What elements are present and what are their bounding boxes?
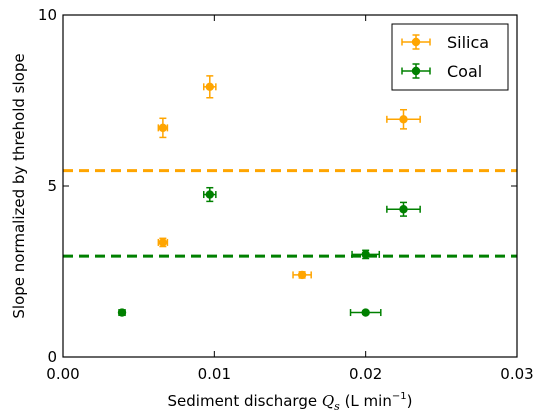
y-tick-label: 10 — [38, 6, 57, 24]
x-tick-label: 0.01 — [198, 365, 231, 383]
marker — [399, 115, 408, 124]
axis-ticks — [62, 14, 518, 358]
marker — [205, 82, 214, 92]
tick-labels: 0.00 0.01 0.02 0.03 0 5 10 — [38, 6, 534, 383]
data-point-0-4 — [386, 108, 421, 130]
data-point-0-1 — [157, 117, 169, 139]
marker — [205, 190, 214, 199]
legend-marker — [411, 66, 421, 76]
data-point-0-3 — [292, 270, 312, 280]
x-axis-label: Sediment discharge Qs (L min−1) — [168, 391, 413, 413]
x-tick-label: 0.03 — [500, 365, 533, 383]
marker — [361, 250, 370, 259]
y-axis-label: Slope normalized by threhold slope — [10, 53, 28, 318]
data-points — [117, 75, 421, 317]
legend-label: Coal — [447, 62, 482, 81]
threshold-lines — [63, 169, 517, 258]
legend-entry-coal: Coal — [401, 62, 482, 81]
x-tick-label: 0.02 — [349, 365, 382, 383]
data-point-0-2 — [202, 75, 217, 99]
y-tick-label: 5 — [47, 177, 57, 195]
marker — [399, 205, 408, 214]
legend: Silica Coal — [391, 23, 509, 91]
marker — [117, 308, 127, 317]
legend-entry-silica: Silica — [401, 33, 489, 52]
legend-marker — [411, 37, 421, 47]
legend-box — [391, 23, 509, 91]
data-point-1-0 — [117, 308, 127, 317]
x-tick-label: 0.00 — [46, 365, 79, 383]
data-point-0-0 — [157, 237, 169, 248]
data-point-1-2 — [351, 249, 381, 260]
data-point-1-1 — [202, 186, 217, 203]
marker — [158, 238, 168, 247]
marker — [297, 270, 307, 280]
y-tick-label: 0 — [47, 348, 57, 366]
legend-label: Silica — [447, 33, 489, 52]
data-point-1-4 — [386, 201, 421, 217]
marker — [158, 123, 168, 133]
data-point-1-3 — [349, 308, 382, 317]
marker — [361, 308, 370, 317]
